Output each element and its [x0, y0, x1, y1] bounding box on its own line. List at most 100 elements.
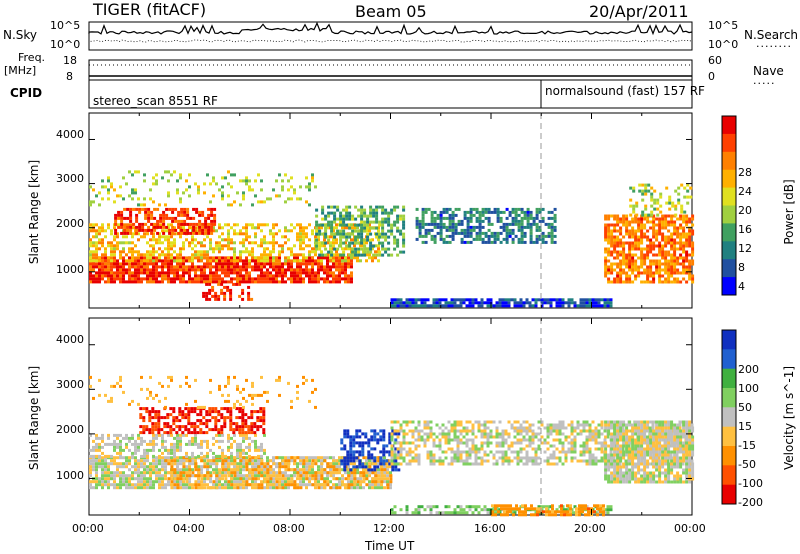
- cell-velocity-r3: [151, 407, 155, 411]
- cell-velocity-r1: [272, 471, 276, 475]
- cell-velocity-r0: [128, 483, 131, 487]
- cell-power-r1: [191, 256, 194, 260]
- cell-power-r4: [197, 188, 200, 192]
- cell-power-r6: [517, 225, 521, 229]
- cell-power-r7: [531, 304, 535, 308]
- cell-velocity-r0: [95, 480, 98, 484]
- cell-velocity-r1: [200, 477, 204, 481]
- cell-power-r8: [631, 229, 635, 233]
- cell-velocity-r1: [179, 477, 183, 481]
- cell-velocity-r0: [146, 471, 149, 475]
- cell-velocity-r2: [212, 442, 215, 446]
- cell-velocity-r5: [396, 453, 400, 457]
- cell-velocity-r1: [209, 486, 213, 490]
- cell-power-r6: [484, 240, 488, 244]
- cell-power-r0: [269, 265, 272, 269]
- cell-velocity-r1: [212, 471, 216, 475]
- cell-power-r3: [241, 291, 245, 295]
- cell-velocity-r0: [299, 483, 302, 487]
- cell-power-r1: [233, 232, 236, 236]
- cell-power-r2: [162, 225, 166, 229]
- cell-power-r5: [360, 247, 364, 251]
- cell-power-r0: [317, 265, 320, 269]
- cell-power-r0: [281, 271, 284, 275]
- cell-velocity-r0: [173, 480, 176, 484]
- cell-power-r8: [661, 214, 665, 218]
- cell-velocity-r4: [370, 429, 374, 433]
- cell-power-r2: [198, 210, 202, 214]
- cell-velocity-r3: [247, 428, 251, 432]
- cell-power-r5: [315, 223, 319, 227]
- cell-power-r0: [311, 259, 314, 263]
- cell-power-r8: [673, 229, 677, 233]
- cell-velocity-r0: [239, 462, 242, 466]
- cell-power-r4: [248, 185, 251, 189]
- cell-power-r0: [218, 280, 221, 284]
- cell-power-r1: [110, 244, 113, 248]
- cell-velocity-r0: [242, 477, 245, 481]
- cell-power-r8: [646, 274, 650, 278]
- cell-velocity-r0: [200, 480, 203, 484]
- cell-velocity-r1: [218, 477, 222, 481]
- cell-velocity-r0: [146, 465, 149, 469]
- cell-power-r7: [393, 298, 397, 302]
- cell-power-r2: [147, 228, 151, 232]
- cell-power-r1: [248, 259, 251, 263]
- cell-velocity-r5: [399, 453, 403, 457]
- cell-power-r5: [330, 226, 334, 230]
- cell-power-r0: [149, 277, 152, 281]
- cell-power-r3: [208, 282, 212, 286]
- cell-power-r9: [632, 186, 636, 190]
- cell-velocity-r1: [314, 471, 318, 475]
- cell-velocity-r1: [194, 474, 198, 478]
- cell-velocity-r0: [299, 471, 302, 475]
- cell-power-r6: [463, 234, 467, 238]
- cell-velocity-r4: [391, 429, 395, 433]
- cell-power-r5: [393, 223, 397, 227]
- cell-power-r0: [221, 265, 224, 269]
- cell-velocity-r0: [302, 477, 305, 481]
- cell-power-r8: [607, 280, 611, 284]
- cell-power-r4: [113, 188, 116, 192]
- cell-velocity-r1: [338, 468, 342, 472]
- cell-power-r1: [167, 223, 170, 227]
- cell-power-r1: [191, 241, 194, 245]
- cell-velocity-r0: [341, 468, 344, 472]
- cell-velocity-r1: [380, 471, 384, 475]
- cell-power-r0: [320, 268, 323, 272]
- cell-power-r6: [529, 222, 533, 226]
- cell-power-r7: [507, 301, 511, 305]
- cell-power-r8: [688, 244, 692, 248]
- cell-velocity-r1: [266, 480, 270, 484]
- cell-velocity-r4: [394, 447, 398, 451]
- cell-power-r8: [610, 244, 614, 248]
- cell-power-r7: [468, 298, 472, 302]
- cell-velocity-r3: [241, 419, 245, 423]
- cell-velocity-r3: [229, 413, 233, 417]
- cell-power-r3: [229, 291, 233, 295]
- cell-velocity-r1: [236, 486, 240, 490]
- cell-power-r5: [357, 250, 361, 254]
- cell-velocity-r5: [405, 450, 409, 454]
- cell-velocity-r1: [380, 468, 384, 472]
- cell-velocity-r5: [408, 459, 412, 463]
- cell-velocity-r0: [173, 474, 176, 478]
- cell-power-r0: [200, 280, 203, 284]
- cell-velocity-r1: [245, 474, 249, 478]
- cell-power-r5: [390, 229, 394, 233]
- cell-power-r5: [390, 226, 394, 230]
- cell-power-r0: [167, 259, 170, 263]
- cell-velocity-r0: [308, 477, 311, 481]
- cell-velocity-r1: [353, 471, 357, 475]
- cell-power-r5: [396, 238, 400, 242]
- cell-power-r5: [360, 232, 364, 236]
- cell-power-r1: [242, 238, 245, 242]
- cell-power-r8: [676, 247, 680, 251]
- cell-power-r0: [227, 268, 230, 272]
- cell-power-r2: [210, 228, 214, 232]
- cell-power-r1: [332, 229, 335, 233]
- cell-power-r0: [227, 274, 230, 278]
- cell-power-r8: [658, 226, 662, 230]
- cell-velocity-r1: [173, 468, 177, 472]
- cell-velocity-r1: [197, 471, 201, 475]
